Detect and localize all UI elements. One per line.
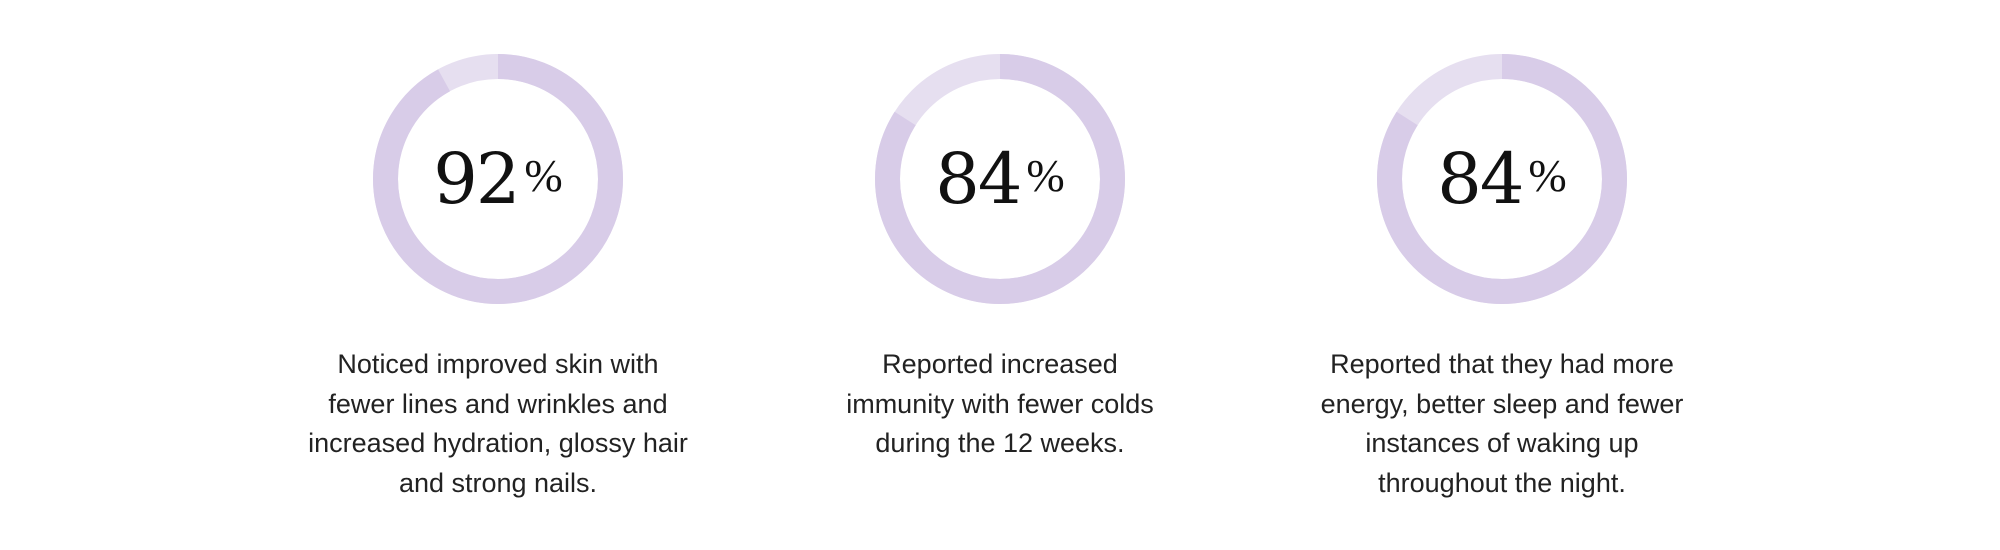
progress-ring: [373, 54, 623, 304]
progress-ring: [875, 54, 1125, 304]
stat-value: 84%: [1377, 54, 1627, 304]
ring-progress: [875, 54, 1125, 304]
stat-caption: Reported increased immunity with fewer c…: [846, 349, 1154, 458]
stat-number: 84: [1437, 138, 1524, 220]
stat-caption: Reported that they had more energy, bett…: [1320, 349, 1684, 498]
stat-number: 84: [935, 138, 1022, 220]
ring-progress: [373, 54, 623, 304]
progress-ring: [1377, 54, 1627, 304]
stat-unit: %: [1528, 149, 1567, 201]
stat-number: 92: [433, 138, 520, 220]
stat-unit: %: [524, 149, 563, 201]
stat-value: 84%: [875, 54, 1125, 304]
stat-unit: %: [1026, 149, 1065, 201]
stat-caption: Noticed improved skin with fewer lines a…: [308, 349, 688, 498]
ring-progress: [1377, 54, 1627, 304]
stat-value: 92%: [373, 54, 623, 304]
